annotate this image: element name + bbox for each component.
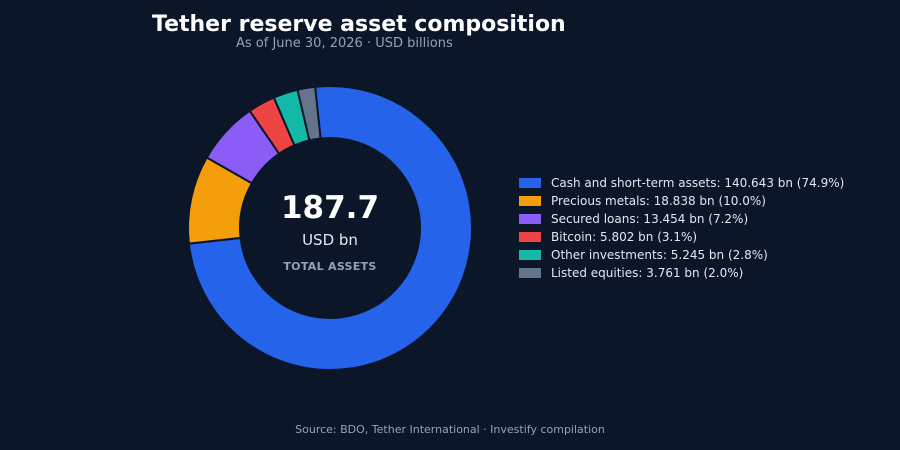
legend-swatch-secured-loans [519,214,541,224]
legend-item-cash[interactable]: Cash and short-term assets: 140.643 bn (… [519,174,844,192]
legend-item-listed-equities[interactable]: Listed equities: 3.761 bn (2.0%) [519,264,844,282]
legend-label-cash: Cash and short-term assets: 140.643 bn (… [551,176,845,190]
legend: Cash and short-term assets: 140.643 bn (… [519,174,844,282]
legend-item-bitcoin[interactable]: Bitcoin: 5.802 bn (3.1%) [519,228,844,246]
legend-label-secured-loans: Secured loans: 13.454 bn (7.2%) [551,212,749,226]
total-caption: TOTAL ASSETS [283,260,377,273]
chart-subtitle: As of June 30, 2026 · USD billions [236,36,453,51]
legend-swatch-listed-equities [519,268,541,278]
legend-label-bitcoin: Bitcoin: 5.802 bn (3.1%) [551,230,698,244]
legend-swatch-bitcoin [519,232,541,242]
legend-label-precious-metals: Precious metals: 18.838 bn (10.0%) [551,194,766,208]
total-unit: USD bn [302,231,358,249]
legend-item-secured-loans[interactable]: Secured loans: 13.454 bn (7.2%) [519,210,844,228]
legend-label-listed-equities: Listed equities: 3.761 bn (2.0%) [551,266,744,280]
slice-listed-equities[interactable] [296,85,322,142]
legend-item-other-investments[interactable]: Other investments: 5.245 bn (2.8%) [519,246,844,264]
chart-title: Tether reserve asset composition [152,12,566,37]
source-note: Source: BDO, Tether International · Inve… [295,423,605,436]
legend-swatch-precious-metals [519,196,541,206]
legend-item-precious-metals[interactable]: Precious metals: 18.838 bn (10.0%) [519,192,844,210]
legend-swatch-cash [519,178,541,188]
legend-label-other-investments: Other investments: 5.245 bn (2.8%) [551,248,768,262]
slice-cash[interactable] [187,85,473,371]
total-value: 187.7 [280,190,380,226]
legend-swatch-other-investments [519,250,541,260]
